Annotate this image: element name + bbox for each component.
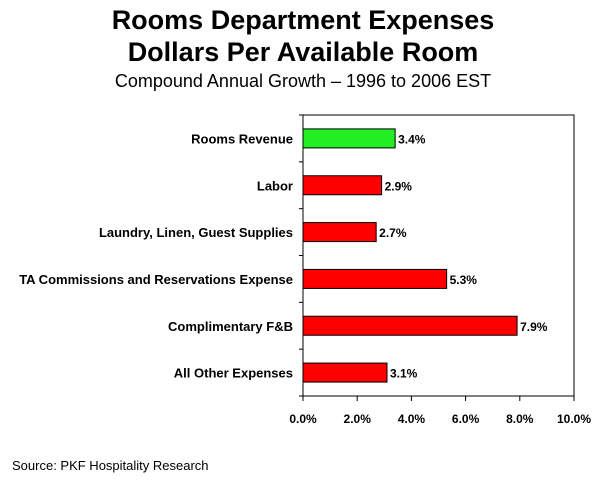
x-tick-label: 0.0% [289, 412, 317, 426]
chart-subtitle: Compound Annual Growth – 1996 to 2006 ES… [114, 71, 492, 91]
bar [302, 362, 388, 383]
chart-title: Rooms Department Expenses [111, 5, 495, 35]
bar [302, 222, 377, 243]
category-label: Complimentary F&B [168, 319, 293, 334]
value-label: 5.3% [450, 273, 478, 287]
category-label: Rooms Revenue [191, 131, 293, 146]
value-label: 2.7% [379, 226, 407, 240]
value-label: 2.9% [385, 179, 413, 193]
plot-frame [302, 114, 575, 397]
category-label: All Other Expenses [174, 366, 293, 381]
value-label: 3.1% [390, 367, 418, 381]
bar [302, 128, 396, 149]
bar [302, 268, 448, 289]
source-note: Source: PKF Hospitality Research [12, 458, 209, 473]
x-tick-label: 4.0% [398, 412, 426, 426]
category-label: Labor [257, 178, 293, 193]
value-label: 7.9% [520, 320, 548, 334]
category-label: Laundry, Linen, Guest Supplies [99, 225, 293, 240]
x-tick-label: 10.0% [557, 412, 591, 426]
value-label: 3.4% [398, 132, 426, 146]
x-tick-label: 8.0% [506, 412, 534, 426]
x-tick-label: 2.0% [344, 412, 372, 426]
x-tick-label: 6.0% [452, 412, 480, 426]
bar [302, 315, 518, 336]
chart-title-line2: Dollars Per Available Room [127, 37, 479, 67]
category-label: TA Commissions and Reservations Expense [19, 272, 293, 287]
bar [302, 175, 383, 196]
